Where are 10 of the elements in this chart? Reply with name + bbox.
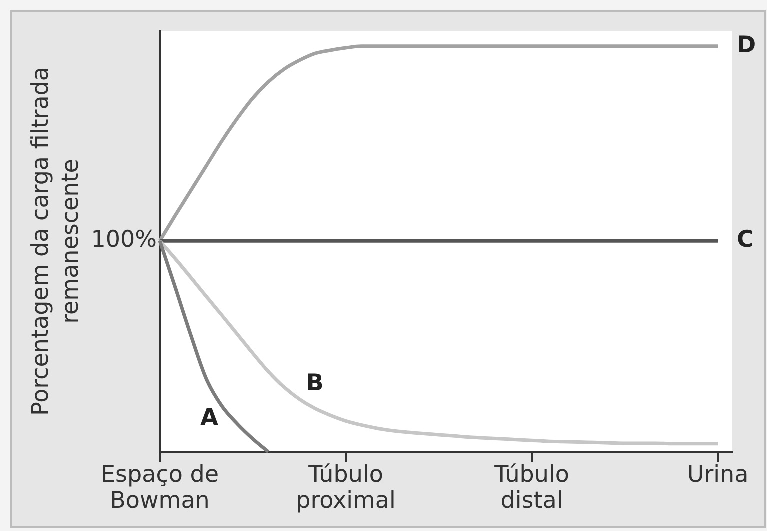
x-tick-label: Espaço de Bowman [101, 462, 219, 514]
x-tick-label: Túbulo distal [494, 462, 570, 514]
text: 100% [91, 227, 157, 254]
x-tick-label: Túbulo proximal [296, 462, 396, 514]
series-label: C [737, 227, 754, 254]
y-axis-title: Porcentagem da carga filtrada remanescente [28, 67, 84, 416]
x-tick-label: Urina [687, 462, 749, 488]
series-label: D [737, 32, 756, 58]
series-label: B [306, 370, 324, 397]
series-label: A [200, 404, 219, 431]
